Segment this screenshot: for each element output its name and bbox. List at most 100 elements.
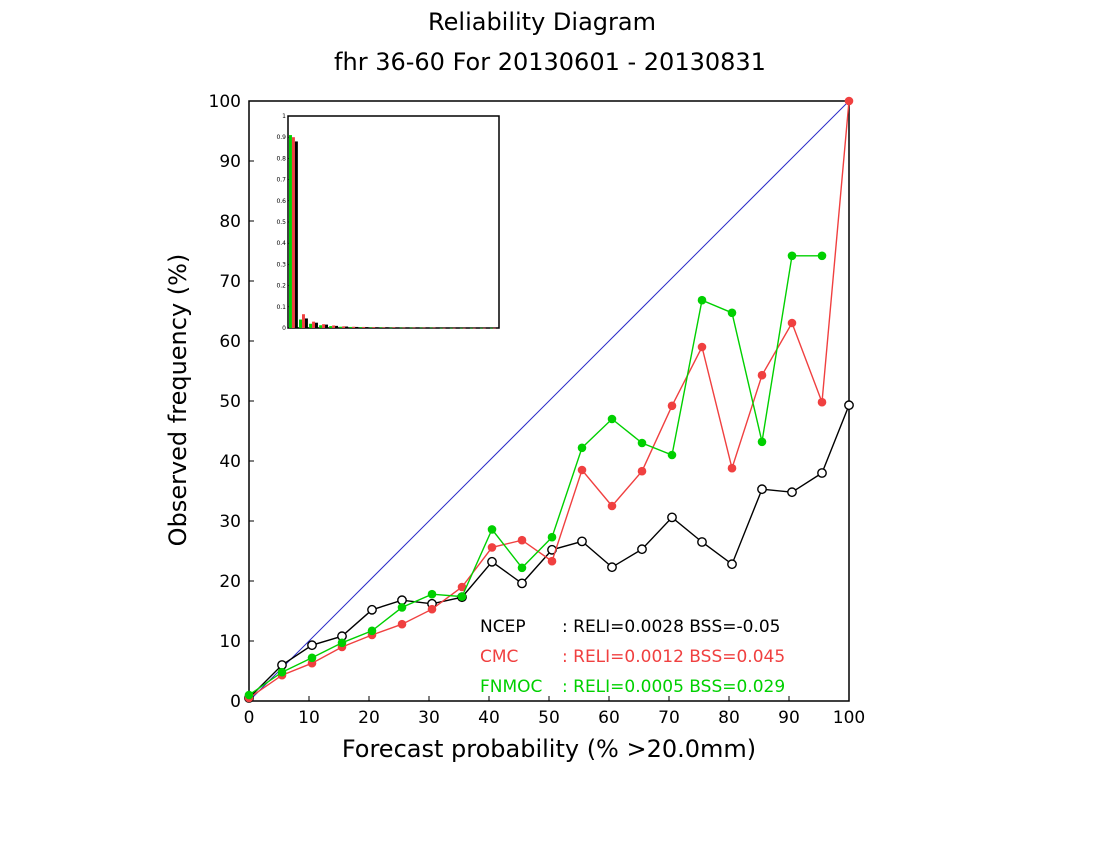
y-tick-label: 90 — [219, 152, 241, 172]
point-cmc — [607, 501, 617, 511]
point-ncep — [367, 604, 377, 615]
x-tick-label: 40 — [478, 708, 500, 728]
inset-bar-cmc — [422, 327, 426, 329]
inset-bar-fnmoc — [439, 327, 443, 329]
y-tick-label: 60 — [219, 332, 241, 352]
inset-bar-fnmoc — [479, 327, 483, 329]
inset-bar-fnmoc — [409, 327, 413, 329]
legend-stats-cmc: : RELI=0.0012 BSS=0.045 — [562, 647, 785, 667]
x-tick-label: 20 — [358, 708, 380, 728]
inset-bar-fnmoc — [489, 327, 493, 329]
inset-bar-cmc — [332, 325, 336, 328]
x-tick-label: 10 — [298, 708, 320, 728]
inset-bar-ncep — [465, 327, 469, 329]
point-cmc — [397, 619, 407, 629]
point-cmc — [697, 342, 707, 352]
inset-y-tick-label: 1 — [282, 113, 286, 120]
inset-bar-ncep — [335, 325, 339, 328]
point-fnmoc — [757, 437, 767, 447]
inset-bar-fnmoc — [449, 327, 453, 329]
point-cmc — [637, 466, 647, 476]
y-tick-label: 100 — [209, 92, 241, 112]
inset-bar-ncep — [485, 327, 489, 329]
inset-bar-fnmoc — [359, 327, 363, 328]
point-cmc — [487, 543, 497, 552]
point-fnmoc — [577, 443, 587, 453]
inset-bar-cmc — [492, 327, 496, 329]
y-tick-label: 10 — [219, 632, 241, 652]
x-tick-label: 50 — [538, 708, 560, 728]
point-cmc — [547, 556, 557, 566]
inset-bar-cmc — [412, 327, 416, 329]
chart-title: Reliability Diagram — [428, 8, 656, 36]
point-fnmoc — [277, 667, 287, 677]
x-tick-label: 0 — [244, 708, 255, 728]
inset-y-tick-label: 0.1 — [276, 304, 286, 311]
chart-subtitle: fhr 36-60 For 20130601 - 20130831 — [334, 48, 766, 76]
inset-bar-fnmoc — [399, 327, 403, 329]
inset-bar-ncep — [415, 327, 419, 329]
inset-bar-ncep — [375, 327, 379, 328]
inset-bar-fnmoc — [339, 326, 343, 328]
point-fnmoc — [727, 308, 737, 318]
inset-bar-fnmoc — [429, 327, 433, 329]
x-tick-label: 60 — [598, 708, 620, 728]
perfect-reliability-line — [248, 100, 850, 702]
legend-name-ncep: NCEP — [480, 617, 526, 637]
inset-bar-ncep — [425, 327, 429, 329]
inset-bar-ncep — [475, 327, 479, 329]
inset-bar-cmc — [382, 327, 386, 328]
axes: 0 10 20 30 40 50 60 70 80 90 100010203040506070809… — [209, 92, 866, 728]
inset-bar-fnmoc — [369, 327, 373, 328]
point-fnmoc — [457, 592, 467, 601]
inset-bar-ncep — [325, 324, 329, 328]
inset-bar-cmc — [362, 326, 366, 328]
point-fnmoc — [547, 532, 557, 542]
point-ncep — [487, 556, 497, 567]
point-ncep — [517, 578, 527, 589]
inset-bar-ncep — [445, 327, 449, 329]
point-ncep — [817, 468, 827, 478]
inset-bar-cmc — [291, 137, 295, 328]
y-tick-label: 80 — [219, 212, 241, 232]
point-cmc — [427, 604, 437, 614]
inset-bar-cmc — [302, 314, 305, 328]
y-tick-label: 20 — [219, 572, 241, 592]
inset-bar-fnmoc — [329, 326, 333, 328]
point-ncep — [727, 559, 737, 570]
x-tick-label: 70 — [658, 708, 680, 728]
inset-bar-cmc — [442, 327, 446, 329]
x-tick-label: 80 — [718, 708, 740, 728]
inset-bar-fnmoc — [309, 323, 313, 328]
inset-y-tick-label: 0.2 — [276, 283, 286, 290]
y-tick-label: 40 — [219, 452, 241, 472]
inset-bar-fnmoc — [379, 327, 383, 328]
point-ncep — [844, 400, 854, 411]
point-ncep — [637, 544, 647, 555]
inset-bar-ncep — [395, 327, 399, 329]
point-ncep — [787, 487, 797, 498]
inset-bar-cmc — [312, 321, 316, 328]
point-cmc — [667, 401, 677, 411]
inset-bar-cmc — [482, 327, 486, 329]
point-ncep — [667, 512, 677, 523]
legend-name-fnmoc: FNMOC — [480, 677, 542, 697]
point-fnmoc — [637, 438, 647, 448]
point-fnmoc — [367, 626, 377, 636]
series-layer — [244, 96, 854, 703]
inset-bar-fnmoc — [459, 327, 463, 329]
inset-bar-fnmoc — [389, 327, 393, 329]
inset-histogram: 0 0.1 0.2 0.3 0.4 0.5 0.6 0.7 0.8 0.9 1 — [276, 113, 500, 332]
x-tick-label: 90 — [778, 708, 800, 728]
y-tick-label: 70 — [219, 272, 241, 292]
point-cmc — [517, 535, 527, 545]
inset-bar-cmc — [392, 327, 396, 328]
inset-bar-ncep — [304, 318, 308, 328]
legend-name-cmc: CMC — [480, 647, 518, 667]
inset-bar-ncep — [345, 326, 349, 328]
legend: NCEP: RELI=0.0028 BSS=-0.05 CMC: RELI=0.0… — [480, 617, 785, 697]
inset-bar-ncep — [365, 327, 369, 328]
point-cmc — [577, 465, 587, 475]
inset-bar-fnmoc — [349, 326, 353, 328]
